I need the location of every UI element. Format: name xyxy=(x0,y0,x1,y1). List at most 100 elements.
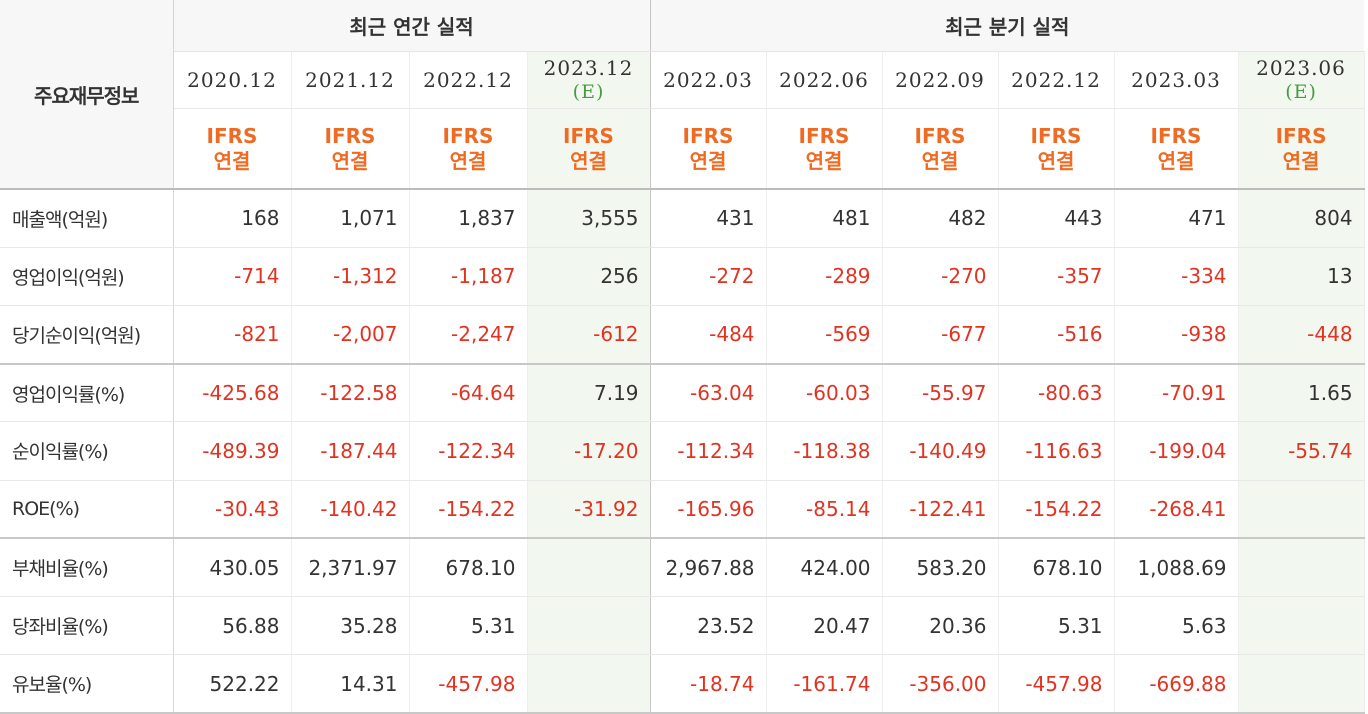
basis-scope: 연결 xyxy=(921,148,959,173)
period-header-row: 2020.12 2021.12 2022.12 2023.12 (E) 2022.03 20… xyxy=(0,51,1365,109)
table-row: 유보율(%) 522.22 14.31 -457.98 -18.74 -161.74 -35… xyxy=(0,654,1365,714)
accounting-basis: IFRS 연결 xyxy=(1238,108,1365,190)
table-cell: 7.19 xyxy=(527,363,651,423)
period-label: 2022.12 xyxy=(1011,68,1101,92)
period-label: 2021.12 xyxy=(305,68,395,92)
table-row: 영업이익률(%) -425.68 -122.58 -64.64 7.19 -63.04 -6… xyxy=(0,363,1365,423)
table-cell: 2,371.97 xyxy=(291,538,410,598)
basis-standard: IFRS xyxy=(206,123,258,148)
basis-scope: 연결 xyxy=(213,148,251,173)
quarterly-group-header: 최근 분기 실적 xyxy=(650,0,1365,52)
table-cell xyxy=(1238,538,1365,598)
table-cell: -80.63 xyxy=(998,363,1115,423)
table-cell: -122.58 xyxy=(291,363,410,423)
table-cell: -448 xyxy=(1238,305,1365,365)
table-cell: -31.92 xyxy=(527,480,651,540)
table-cell: -272 xyxy=(650,247,767,306)
period-label: 2023.06 xyxy=(1256,56,1346,80)
table-cell xyxy=(1238,596,1365,656)
table-cell: -154.22 xyxy=(998,480,1115,540)
table-cell: -356.00 xyxy=(882,654,999,714)
table-cell: -938 xyxy=(1114,305,1239,365)
row-label: ROE(%) xyxy=(0,480,174,540)
table-cell: -2,247 xyxy=(409,305,528,365)
table-cell: -669.88 xyxy=(1114,654,1239,714)
basis-scope: 연결 xyxy=(570,148,607,173)
table-cell: -122.41 xyxy=(882,480,999,540)
accounting-basis: IFRS 연결 xyxy=(650,108,767,190)
basis-standard: IFRS xyxy=(563,123,614,148)
table-cell: 804 xyxy=(1238,189,1365,248)
table-cell xyxy=(1238,480,1365,540)
period-label: 2022.12 xyxy=(423,68,513,92)
table-cell: -569 xyxy=(766,305,883,365)
table-cell: -165.96 xyxy=(650,480,767,540)
table-cell: -116.63 xyxy=(998,421,1115,481)
basis-scope: 연결 xyxy=(689,148,727,173)
table-cell: -1,312 xyxy=(291,247,410,306)
basis-scope: 연결 xyxy=(331,148,369,173)
table-cell: -154.22 xyxy=(409,480,528,540)
table-row: 당기순이익(억원) -821 -2,007 -2,247 -612 -484 -569 -67… xyxy=(0,305,1365,365)
table-cell: -63.04 xyxy=(650,363,767,423)
table-row: 영업이익(억원) -714 -1,312 -1,187 256 -272 -289 -270-… xyxy=(0,247,1365,306)
table-cell: 20.36 xyxy=(882,596,999,656)
accounting-basis: IFRS 연결 xyxy=(998,108,1115,190)
table-cell: -2,007 xyxy=(291,305,410,365)
period-header: 2023.06 (E) xyxy=(1238,51,1365,109)
table-cell: 583.20 xyxy=(882,538,999,598)
period-header: 2023.12 (E) xyxy=(527,51,651,109)
table-cell: 1,088.69 xyxy=(1114,538,1239,598)
table-cell: 5.31 xyxy=(998,596,1115,656)
table-cell: 1,837 xyxy=(409,189,528,248)
corner-header: 주요재무정보 xyxy=(0,0,174,190)
table-cell: -199.04 xyxy=(1114,421,1239,481)
table-cell: -821 xyxy=(173,305,292,365)
table-cell: 482 xyxy=(882,189,999,248)
table-cell: -140.42 xyxy=(291,480,410,540)
basis-scope: 연결 xyxy=(1037,148,1075,173)
table-cell: 443 xyxy=(998,189,1115,248)
period-header: 2021.12 xyxy=(291,51,410,109)
table-cell: -187.44 xyxy=(291,421,410,481)
estimate-mark: (E) xyxy=(1285,81,1317,103)
table-cell: 13 xyxy=(1238,247,1365,306)
table-cell: -357 xyxy=(998,247,1115,306)
table-cell: -1,187 xyxy=(409,247,528,306)
table-cell: -60.03 xyxy=(766,363,883,423)
table-cell: -17.20 xyxy=(527,421,651,481)
row-label: 부채비율(%) xyxy=(0,538,174,598)
basis-scope: 연결 xyxy=(1282,148,1320,173)
table-row: 순이익률(%) -489.39 -187.44 -122.34 -17.20 -112.3… xyxy=(0,421,1365,481)
table-cell: -425.68 xyxy=(173,363,292,423)
table-cell: 678.10 xyxy=(409,538,528,598)
accounting-basis: IFRS 연결 xyxy=(527,108,651,190)
table-cell xyxy=(527,596,651,656)
table-cell: -457.98 xyxy=(998,654,1115,714)
table-cell: -334 xyxy=(1114,247,1239,306)
period-label: 2020.12 xyxy=(187,68,277,92)
table-cell: -457.98 xyxy=(409,654,528,714)
table-cell: 35.28 xyxy=(291,596,410,656)
table-cell: -70.91 xyxy=(1114,363,1239,423)
basis-standard: IFRS xyxy=(442,123,494,148)
basis-standard: IFRS xyxy=(1030,123,1082,148)
table-cell: -489.39 xyxy=(173,421,292,481)
period-label: 2023.12 xyxy=(543,56,634,80)
row-label: 당좌비율(%) xyxy=(0,596,174,656)
period-label: 2022.06 xyxy=(779,68,869,92)
period-label: 2022.09 xyxy=(895,68,985,92)
table-cell: 3,555 xyxy=(527,189,651,248)
row-label: 영업이익률(%) xyxy=(0,363,174,423)
table-cell: 168 xyxy=(173,189,292,248)
basis-standard: IFRS xyxy=(1150,123,1202,148)
table-cell: 1,071 xyxy=(291,189,410,248)
basis-standard: IFRS xyxy=(1275,123,1327,148)
basis-scope: 연결 xyxy=(1157,148,1195,173)
row-label: 매출액(억원) xyxy=(0,189,174,248)
table-cell: -677 xyxy=(882,305,999,365)
basis-standard: IFRS xyxy=(324,123,376,148)
table-row: ROE(%) -30.43 -140.42 -154.22 -31.92 -165.96-… xyxy=(0,480,1365,540)
table-cell: -64.64 xyxy=(409,363,528,423)
table-cell: 424.00 xyxy=(766,538,883,598)
